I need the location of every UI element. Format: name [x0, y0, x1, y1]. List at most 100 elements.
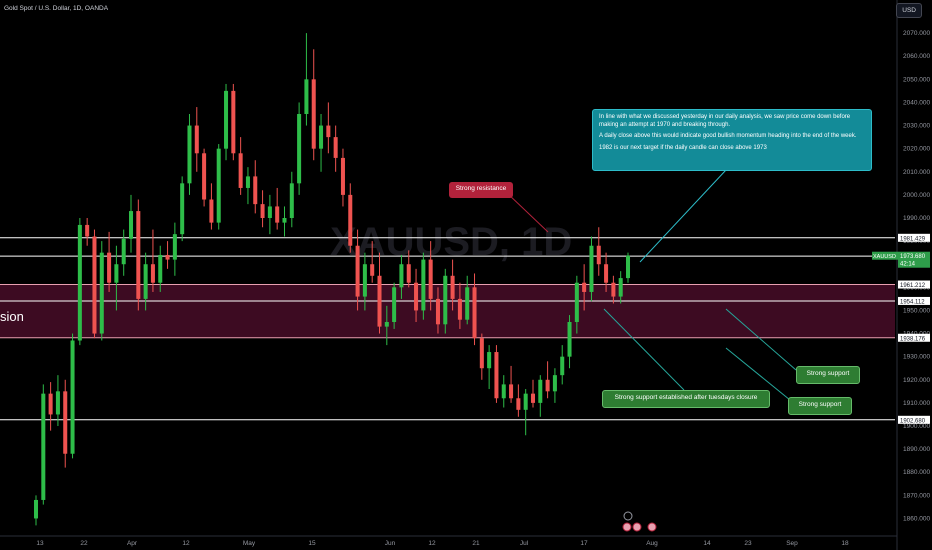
- candle-body: [443, 275, 448, 325]
- candle-body: [384, 322, 389, 327]
- candle-body: [275, 206, 280, 223]
- event-marker-icon: [623, 511, 633, 521]
- candle-body: [202, 153, 207, 200]
- y-tick-label: 2010.000: [903, 169, 930, 176]
- candle-body: [494, 352, 499, 399]
- candle-body: [99, 252, 104, 334]
- analysis-pointer: [639, 169, 727, 263]
- candle-body: [560, 356, 565, 376]
- candle-body: [589, 245, 594, 292]
- candle-body: [136, 211, 141, 299]
- candle-countdown: 42:14: [900, 262, 916, 268]
- candle-body: [150, 264, 155, 283]
- y-tick-label: 2060.000: [903, 53, 930, 60]
- candle-body: [143, 264, 148, 299]
- candle-body: [472, 287, 477, 339]
- candle-body: [348, 194, 353, 246]
- y-tick-label: 1910.000: [903, 400, 930, 407]
- support-callout-3[interactable]: Strong support established after tuesday…: [602, 390, 770, 408]
- x-tick-label: 12: [182, 540, 190, 547]
- support-pointer-3: [603, 308, 685, 391]
- y-tick-label: 1920.000: [903, 377, 930, 384]
- candle-body: [370, 264, 375, 276]
- resistance-callout[interactable]: Strong resistance: [449, 182, 513, 198]
- candle-body: [611, 282, 616, 297]
- candle-body: [231, 90, 236, 154]
- economic-event-icon: [647, 522, 657, 532]
- support-callout-1[interactable]: Strong support: [796, 366, 860, 384]
- candle-body: [625, 255, 631, 279]
- candle-body: [538, 379, 543, 403]
- candle-body: [55, 391, 60, 415]
- candle-body: [574, 282, 579, 322]
- y-tick-label: 1860.000: [903, 515, 930, 522]
- y-tick-label: 1870.000: [903, 492, 930, 499]
- candle-body: [41, 393, 46, 500]
- y-tick-label: 2070.000: [903, 30, 930, 37]
- candle-body: [216, 148, 221, 223]
- level-label-bg: [898, 333, 930, 342]
- level-label: 1981.429: [900, 236, 926, 242]
- watermark-symbol: XAUUSD, 1D: [330, 220, 572, 264]
- currency-badge[interactable]: USD: [896, 3, 922, 18]
- x-tick-label: 17: [580, 540, 588, 547]
- candle-body: [545, 379, 550, 392]
- y-tick-label: 1900.000: [903, 423, 930, 430]
- x-tick-label: 15: [308, 540, 316, 547]
- candle-body: [326, 125, 331, 138]
- candle-body: [92, 236, 97, 334]
- candle-body: [33, 499, 39, 519]
- candle-body: [165, 254, 170, 260]
- candle-body: [253, 176, 258, 205]
- x-tick-label: 22: [80, 540, 88, 547]
- candle-body: [289, 183, 294, 218]
- candle-body: [311, 79, 316, 149]
- symbol-badge-bg: [872, 251, 898, 260]
- candle-body: [487, 352, 492, 369]
- candle-body: [340, 157, 345, 195]
- candle-body: [260, 204, 265, 218]
- level-label-bg: [898, 280, 930, 289]
- x-tick-label: 13: [36, 540, 44, 547]
- candle-body: [428, 259, 433, 299]
- candle-body: [567, 322, 572, 357]
- level-label: 1938.176: [900, 336, 926, 342]
- candle-body: [582, 282, 587, 292]
- candle-body: [282, 218, 287, 223]
- zone-label: sion: [0, 309, 24, 324]
- demand-zone: [0, 284, 895, 338]
- candle-body: [457, 298, 462, 320]
- candle-body: [180, 183, 185, 235]
- candle-body: [172, 234, 177, 260]
- economic-event-icon: [632, 522, 642, 532]
- candle-body: [209, 199, 214, 223]
- level-label: 1961.212: [900, 283, 926, 289]
- price-badge-bg: [898, 251, 930, 268]
- x-tick-label: 23: [744, 540, 752, 547]
- y-tick-label: 1930.000: [903, 354, 930, 361]
- y-tick-label: 2000.000: [903, 192, 930, 199]
- x-tick-label: Aug: [646, 540, 658, 547]
- support-callout-2[interactable]: Strong support: [788, 397, 852, 415]
- candle-body: [107, 252, 112, 283]
- candle-body: [77, 224, 82, 341]
- symbol-badge: XAUUSD: [873, 254, 896, 260]
- y-tick-label: 1890.000: [903, 446, 930, 453]
- x-tick-label: 21: [472, 540, 480, 547]
- symbol-title: Gold Spot / U.S. Dollar, 1D, OANDA: [4, 5, 109, 12]
- candle-body: [224, 90, 229, 149]
- x-tick-label: 12: [428, 540, 436, 547]
- candle-body: [333, 137, 338, 158]
- candle-body: [530, 393, 535, 403]
- level-label: 1954.112: [900, 299, 925, 305]
- candle-body: [501, 384, 506, 399]
- candle-body: [70, 340, 75, 454]
- analysis-callout[interactable]: In line with what we discussed yesterday…: [592, 109, 872, 171]
- candle-body: [129, 211, 134, 239]
- x-tick-label: Jul: [520, 540, 529, 547]
- candle-body: [465, 287, 470, 320]
- candle-body: [85, 224, 90, 237]
- candle-body: [596, 245, 601, 265]
- candle-body: [399, 264, 404, 288]
